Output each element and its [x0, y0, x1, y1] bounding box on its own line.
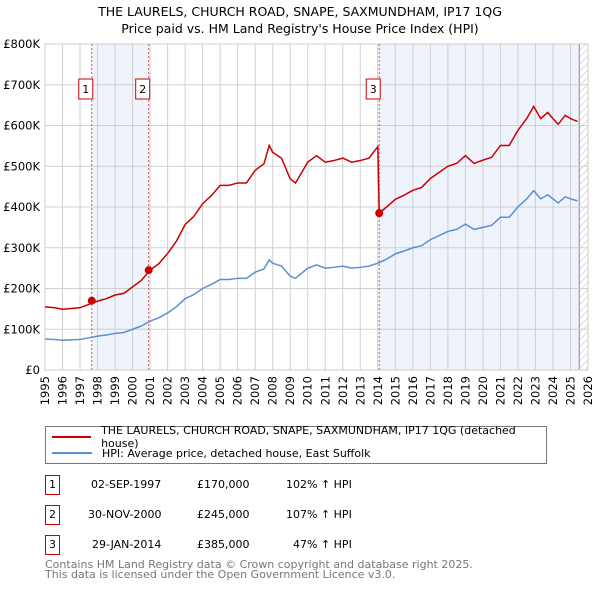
x-tick-label: 2017: [423, 376, 437, 405]
legend-swatch-blue: [52, 452, 92, 454]
x-tick-label: 2022: [511, 376, 525, 405]
series-line: [44, 189, 578, 342]
legend: THE LAURELS, CHURCH ROAD, SNAPE, SAXMUND…: [45, 424, 547, 464]
sale-label-text: 3: [370, 83, 377, 96]
x-tick-label: 2013: [353, 376, 367, 405]
x-tick-label: 2007: [248, 376, 262, 405]
plot-border: [44, 43, 589, 371]
sale-label-text: 2: [139, 83, 146, 96]
sale-label-box: [365, 78, 381, 100]
legend-swatch-red: [52, 436, 92, 438]
y-tick-label: £600K: [3, 119, 40, 133]
copyright-text: Contains HM Land Registry data © Crown c…: [45, 558, 473, 571]
legend-label: THE LAURELS, CHURCH ROAD, SNAPE, SAXMUND…: [101, 424, 516, 450]
sale-date: 30-NOV-2000: [88, 508, 162, 521]
y-tick-label: £800K: [3, 37, 40, 51]
x-tick-label: 2026: [581, 376, 595, 405]
sale-hpi: 107% ↑ HPI: [286, 508, 352, 521]
legend-item-hpi: HPI: Average price, detached house, East…: [46, 445, 371, 461]
sale-price: £385,000: [197, 538, 250, 551]
x-tick-label: 1999: [108, 376, 122, 405]
x-tick-label: 1996: [56, 376, 70, 405]
sale-marker-label: 1: [45, 475, 60, 495]
y-tick-label: £400K: [3, 200, 40, 214]
x-tick-label: 2004: [196, 376, 210, 405]
x-tick-label: 2014: [371, 376, 385, 405]
legend-label: HPI: Average price, detached house, East…: [102, 446, 371, 460]
x-tick-label: 2024: [546, 376, 560, 405]
sale-marker-label: 3: [45, 535, 60, 555]
sale-point: [144, 266, 153, 275]
x-tick-label: 2016: [406, 376, 420, 405]
x-tick-label: 2025: [563, 376, 577, 405]
legend-item-property: THE LAURELS, CHURCH ROAD, SNAPE, SAXMUND…: [46, 424, 546, 450]
series-line: [44, 104, 578, 311]
y-tick-label: £0: [25, 363, 40, 377]
x-tick-label: 2003: [178, 376, 192, 405]
x-tick-label: 2006: [231, 376, 245, 405]
x-tick-label: 2023: [528, 376, 542, 405]
x-tick-label: 1997: [73, 376, 87, 405]
x-tick-label: 2000: [126, 376, 140, 405]
sale-hpi: 102% ↑ HPI: [286, 478, 352, 491]
x-tick-label: 2009: [283, 376, 297, 405]
y-tick-label: £700K: [3, 78, 40, 92]
chart-title: THE LAURELS, CHURCH ROAD, SNAPE, SAXMUND…: [98, 4, 502, 19]
sale-price: £170,000: [197, 478, 250, 491]
x-tick-label: 2001: [143, 376, 157, 405]
price-chart: 1995 1996 1997 1998 1999 2000 2001 2002 2003 2004…: [3, 37, 595, 405]
x-tick-label: 2011: [318, 376, 332, 405]
sale-price: £245,000: [197, 508, 250, 521]
x-tick-label: 2015: [388, 376, 402, 405]
x-tick-label: 1998: [91, 376, 105, 405]
y-tick-label: £500K: [3, 159, 40, 173]
sale-label-box: [78, 78, 94, 100]
sale-date: 29-JAN-2014: [92, 538, 162, 551]
y-tick-label: £200K: [3, 282, 40, 296]
chart-subtitle: Price paid vs. HM Land Registry's House …: [121, 21, 479, 36]
x-tick-label: 2005: [213, 376, 227, 405]
licence-text: This data is licensed under the Open Gov…: [45, 568, 396, 581]
x-tick-label: 2008: [266, 376, 280, 405]
x-tick-label: 1995: [38, 376, 52, 405]
footer: Contains HM Land Registry data © Crown c…: [45, 558, 473, 581]
x-tick-label: 2012: [336, 376, 350, 405]
x-tick-label: 2020: [476, 376, 490, 405]
sale-hpi: 47% ↑ HPI: [293, 538, 352, 551]
y-tick-label: £100K: [3, 322, 40, 336]
sale-marker-label: 2: [45, 505, 60, 525]
x-tick-label: 2019: [458, 376, 472, 405]
sale-date: 02-SEP-1997: [91, 478, 162, 491]
x-tick-label: 2002: [161, 376, 175, 405]
sale-point: [87, 296, 96, 305]
x-tick-label: 2018: [441, 376, 455, 405]
x-tick-label: 2010: [301, 376, 315, 405]
sale-point: [375, 209, 384, 218]
y-tick-label: £300K: [3, 241, 40, 255]
x-tick-label: 2021: [493, 376, 507, 405]
sale-label-box: [135, 78, 151, 100]
sale-label-text: 1: [82, 83, 89, 96]
